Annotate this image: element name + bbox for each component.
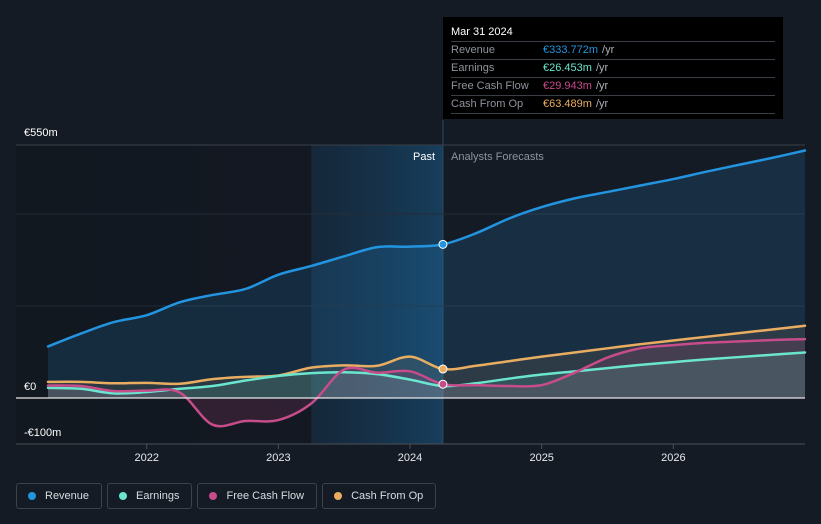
past-background bbox=[16, 145, 312, 444]
x-tick-label: 2022 bbox=[134, 452, 158, 464]
y-tick-label-550: €550m bbox=[24, 127, 58, 139]
revenue-marker bbox=[438, 239, 448, 249]
legend-label: Cash From Op bbox=[351, 490, 424, 502]
tooltip-unit: /yr bbox=[595, 62, 609, 74]
revenue-area bbox=[48, 150, 805, 398]
tooltip-date: Mar 31 2024 bbox=[451, 23, 775, 42]
tooltip-value: €333.772m bbox=[543, 44, 599, 56]
legend-item-cash-from-op[interactable]: Cash From Op bbox=[322, 483, 437, 509]
tooltip-row-cash-from-op: Cash From Op €63.489m /yr bbox=[451, 96, 775, 114]
legend: Revenue Earnings Free Cash Flow Cash Fro… bbox=[16, 483, 437, 509]
tooltip-value: €63.489m bbox=[543, 98, 592, 110]
legend-label: Free Cash Flow bbox=[226, 490, 305, 502]
legend-item-revenue[interactable]: Revenue bbox=[16, 483, 103, 509]
free-cash-flow-line bbox=[46, 337, 807, 428]
tooltip-label: Free Cash Flow bbox=[451, 80, 529, 92]
past-label: Past bbox=[413, 151, 435, 163]
free-cash-flow-marker bbox=[438, 379, 448, 389]
cash-from-op-marker bbox=[438, 364, 448, 374]
cash-from-op-line bbox=[46, 324, 807, 386]
revenue-line bbox=[46, 149, 807, 348]
tooltip-label: Cash From Op bbox=[451, 98, 524, 110]
revenue-dot-icon bbox=[28, 492, 36, 500]
earnings-area bbox=[48, 352, 805, 398]
free-cash-flow-dot-icon bbox=[209, 492, 218, 500]
earnings-dot-icon bbox=[119, 492, 128, 500]
forecast-label: Analysts Forecasts bbox=[451, 151, 544, 163]
legend-item-earnings[interactable]: Earnings bbox=[107, 483, 193, 509]
tooltip-label: Revenue bbox=[451, 44, 496, 56]
legend-item-free-cash-flow[interactable]: Free Cash Flow bbox=[197, 483, 318, 509]
tooltip-label: Earnings bbox=[451, 62, 495, 74]
tooltip-unit: /yr bbox=[595, 98, 609, 110]
tooltip-row-revenue: Revenue €333.772m /yr bbox=[451, 42, 775, 60]
x-tick-label: 2026 bbox=[661, 452, 685, 464]
y-tick-label-0: €0 bbox=[24, 381, 36, 393]
tooltip: Mar 31 2024 Revenue €333.772m /yr Earnin… bbox=[443, 17, 783, 119]
tooltip-row-earnings: Earnings €26.453m /yr bbox=[451, 60, 775, 78]
cash-from-op-area bbox=[48, 325, 805, 398]
tooltip-value: €29.943m bbox=[543, 80, 592, 92]
legend-label: Revenue bbox=[45, 490, 90, 502]
x-tick-label: 2025 bbox=[529, 452, 553, 464]
tooltip-value: €26.453m bbox=[543, 62, 592, 74]
cash-from-op-dot-icon bbox=[334, 492, 343, 500]
earnings-line bbox=[46, 351, 807, 395]
x-tick-label: 2024 bbox=[398, 452, 422, 464]
y-tick-label-neg100: -€100m bbox=[24, 427, 61, 439]
past-highlight-region bbox=[311, 145, 443, 444]
x-tick-label: 2023 bbox=[266, 452, 290, 464]
tooltip-unit: /yr bbox=[602, 44, 615, 56]
tooltip-row-free-cash-flow: Free Cash Flow €29.943m /yr bbox=[451, 78, 775, 96]
tooltip-unit: /yr bbox=[595, 80, 609, 92]
legend-label: Earnings bbox=[136, 490, 180, 502]
